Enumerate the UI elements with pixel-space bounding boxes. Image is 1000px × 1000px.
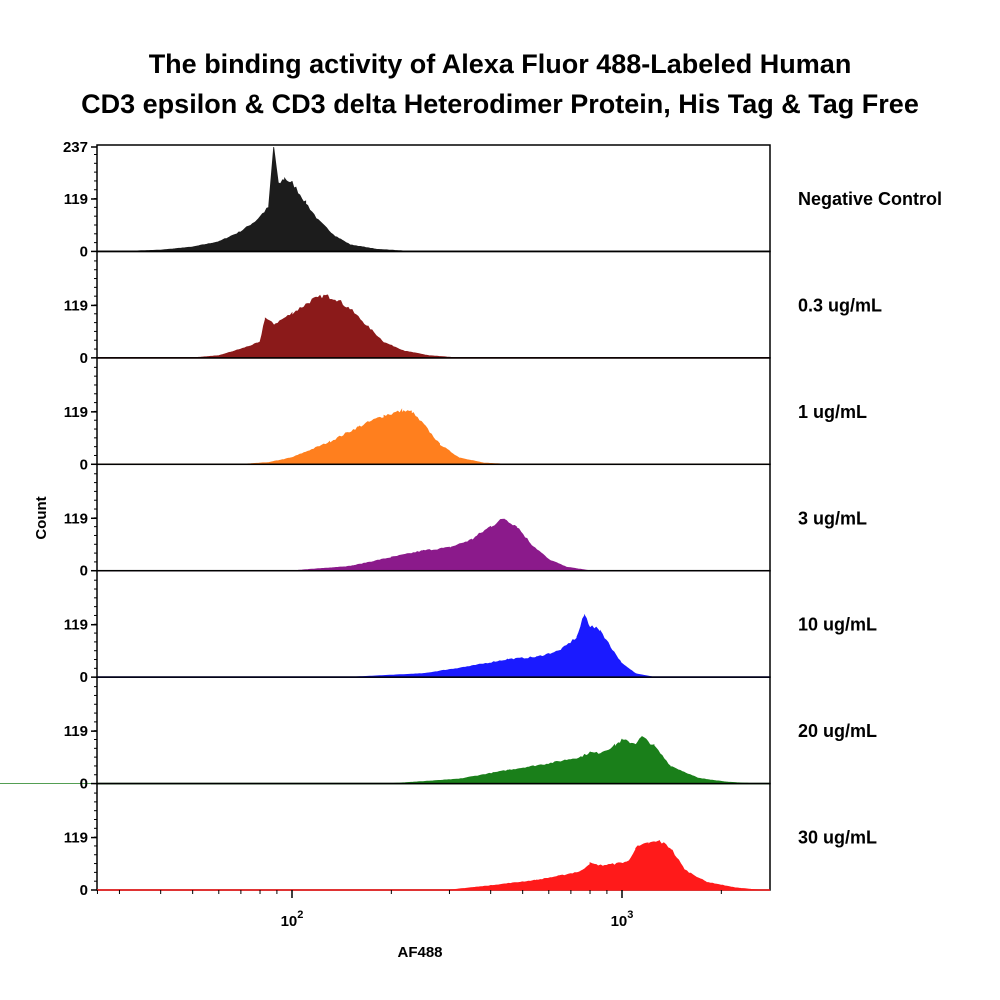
- series-label-1: Negative Control: [798, 189, 942, 209]
- series-label-2: 0.3 ug/mL: [798, 295, 882, 315]
- y-tick-label: 119: [64, 404, 88, 421]
- histogram-3: [240, 408, 508, 465]
- y-tick-label: 119: [64, 723, 88, 740]
- histogram-7: [449, 840, 759, 891]
- y-tick-label: 0: [80, 350, 88, 367]
- histogram-4: [291, 518, 591, 572]
- series-label-4: 3 ug/mL: [798, 508, 867, 528]
- x-axis-title: AF488: [397, 944, 442, 961]
- y-tick-label: 0: [80, 669, 88, 686]
- y-tick-label: 0: [80, 243, 88, 260]
- y-tick-label: 119: [64, 297, 88, 314]
- histogram-6: [0, 735, 754, 784]
- histogram-1: [119, 146, 450, 252]
- y-tick-label: 237: [63, 139, 88, 156]
- histogram-2: [192, 294, 459, 359]
- panel-frame-1: [96, 144, 771, 253]
- y-axis-title: Count: [33, 496, 50, 539]
- histogram-5: [350, 613, 655, 678]
- y-tick-label: 0: [80, 456, 88, 473]
- y-tick-label: 0: [80, 563, 88, 580]
- x-tick-label: 102: [281, 909, 304, 930]
- y-tick-label: 119: [64, 510, 88, 527]
- y-tick-label: 119: [64, 617, 88, 634]
- chart-title-line-2: CD3 epsilon & CD3 delta Heterodimer Prot…: [81, 89, 919, 119]
- series-label-7: 30 ug/mL: [798, 828, 877, 848]
- y-tick-label: 119: [64, 191, 88, 208]
- y-tick-label: 0: [80, 882, 88, 899]
- y-tick-label: 0: [80, 776, 88, 793]
- panel-frame-2: [96, 250, 771, 359]
- x-tick-label: 103: [611, 909, 634, 930]
- series-label-3: 1 ug/mL: [798, 402, 867, 422]
- series-label-5: 10 ug/mL: [798, 615, 877, 635]
- series-label-6: 20 ug/mL: [798, 721, 877, 741]
- y-tick-label: 119: [64, 830, 88, 847]
- chart-title-line-1: The binding activity of Alexa Fluor 488-…: [148, 49, 852, 79]
- panel-frame-5: [96, 569, 771, 678]
